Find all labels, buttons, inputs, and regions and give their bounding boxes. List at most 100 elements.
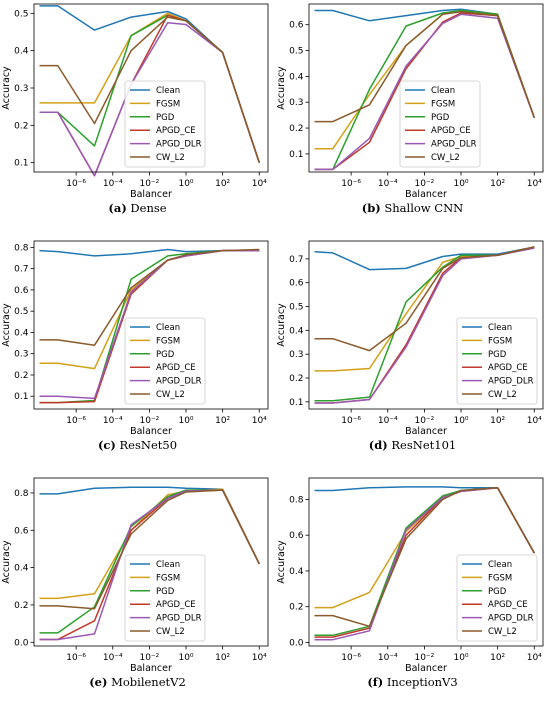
chart-panel-f: 0.0 0.2 0.4 0.6 0.8 10⁻⁶ 10⁻⁴ 10⁻² 10⁰ 10² 10⁴ Bala… (275, 474, 550, 711)
caption-name: ResNet50 (119, 438, 178, 452)
legend-label: APGD_DLR (488, 377, 534, 387)
y-tick-label: 0.5 (289, 47, 303, 57)
legend-label: APGD_DLR (488, 614, 534, 624)
legend-label: APGD_CE (488, 600, 528, 610)
legend-box (399, 80, 481, 168)
legend-label: FGSM (156, 99, 180, 109)
series-line-cw-l2 (39, 489, 260, 610)
y-tick-label: 0.1 (289, 150, 303, 160)
y-tick-label: 0.1 (289, 398, 303, 408)
y-axis-label: Accuracy (1, 303, 12, 347)
chart-panel-a: 0.1 0.2 0.3 0.4 0.5 10⁻⁶ 10⁻⁴ 10⁻² 10⁰ 10² 10⁴ Bala… (0, 0, 275, 237)
x-axis-label: Balancer (405, 426, 447, 437)
caption-label: (f) (367, 675, 384, 689)
x-tick-label: 10⁻² (414, 179, 434, 189)
series-line-cw-l2 (39, 16, 261, 163)
chart-d: 0.1 0.2 0.3 0.4 0.5 0.6 0.7 10⁻⁶ 10⁻⁴ 10⁻² 10⁰ 10² 1… (276, 240, 544, 437)
y-tick-label: 0.0 (14, 638, 29, 648)
y-tick-label: 0.4 (14, 47, 29, 57)
caption-name: ResNet101 (391, 438, 457, 452)
legend-label: CW_L2 (431, 153, 460, 163)
y-tick-label: 0.5 (14, 9, 28, 19)
x-tick-label: 10⁻⁴ (103, 653, 123, 663)
x-tick-label: 10⁻⁶ (66, 653, 86, 663)
x-tick-label: 10⁰ (178, 179, 193, 189)
chart-a: 0.1 0.2 0.3 0.4 0.5 10⁻⁶ 10⁻⁴ 10⁻² 10⁰ 10² 10⁴ Bala… (1, 3, 269, 200)
legend-label: APGD_DLR (156, 140, 202, 150)
x-tick-label: 10⁻⁶ (66, 416, 86, 426)
y-tick-label: 0.6 (289, 531, 304, 541)
legend-label: APGD_DLR (156, 614, 202, 624)
legend-label: Clean (488, 560, 512, 570)
chart-panel-d: 0.1 0.2 0.3 0.4 0.5 0.6 0.7 10⁻⁶ 10⁻⁴ 10⁻² 10⁰ 10² 1… (275, 237, 550, 474)
y-tick-label: 0.3 (289, 98, 303, 108)
caption-c: (c) ResNet50 (0, 438, 275, 452)
y-tick-label: 0.3 (14, 350, 28, 360)
y-tick-label: 0.2 (14, 371, 28, 381)
series-line-apgd-dlr (314, 13, 536, 171)
x-tick-label: 10² (215, 416, 230, 426)
x-tick-label: 10⁻⁴ (103, 416, 123, 426)
legend-label: PGD (488, 350, 507, 360)
y-tick-label: 0.6 (289, 279, 304, 289)
legend-label: APGD_CE (156, 600, 196, 610)
x-axis-label: Balancer (130, 189, 172, 200)
x-tick-label: 10⁻⁴ (378, 416, 398, 426)
x-tick-label: 10² (490, 653, 505, 663)
y-tick-label: 0.3 (14, 84, 28, 94)
plot-frame (308, 477, 544, 647)
legend-label: APGD_CE (156, 126, 196, 136)
legend-label: Clean (156, 86, 180, 96)
y-tick-label: 0.8 (14, 489, 29, 499)
legend-label: FGSM (156, 573, 180, 583)
y-tick-label: 0.4 (14, 328, 29, 338)
legend-label: APGD_DLR (431, 140, 477, 150)
x-tick-label: 10² (215, 653, 230, 663)
y-axis-label: Accuracy (276, 303, 287, 347)
x-tick-label: 10⁻² (139, 179, 159, 189)
legend-box (124, 80, 206, 168)
x-tick-label: 10⁴ (252, 416, 267, 426)
x-axis-label: Balancer (130, 663, 172, 674)
legend: Clean FGSM PGD APGD_CE APGD_DLR CW_L2 (456, 554, 538, 642)
legend-box (124, 554, 206, 642)
legend: Clean FGSM PGD APGD_CE APGD_DLR CW_L2 (124, 317, 206, 405)
y-tick-label: 0.2 (289, 603, 303, 613)
legend: Clean FGSM PGD APGD_CE APGD_DLR CW_L2 (124, 554, 206, 642)
legend-label: PGD (156, 350, 175, 360)
x-tick-label: 10⁻⁴ (103, 179, 123, 189)
caption-label: (d) (368, 438, 388, 452)
x-tick-label: 10⁰ (178, 416, 193, 426)
legend-label: APGD_CE (488, 363, 528, 373)
x-tick-label: 10² (215, 179, 230, 189)
y-axis-label: Accuracy (276, 540, 287, 584)
legend-label: Clean (431, 86, 455, 96)
x-tick-label: 10⁻⁴ (378, 653, 398, 663)
plot-frame (33, 240, 269, 410)
x-tick-label: 10⁻⁶ (341, 416, 361, 426)
legend-label: PGD (431, 113, 450, 123)
x-tick-label: 10⁻² (139, 653, 159, 663)
caption-b: (b) Shallow CNN (275, 201, 550, 215)
caption-d: (d) ResNet101 (275, 438, 550, 452)
legend-label: FGSM (488, 336, 512, 346)
x-tick-label: 10⁴ (252, 179, 267, 189)
legend-label: Clean (156, 560, 180, 570)
y-tick-label: 0.4 (289, 72, 304, 82)
legend-label: Clean (488, 323, 512, 333)
series-line-cw-l2 (39, 248, 260, 346)
plot-frame (308, 240, 544, 410)
legend: Clean FGSM PGD APGD_CE APGD_DLR CW_L2 (124, 80, 206, 168)
x-tick-label: 10⁻² (414, 416, 434, 426)
chart-panel-c: 0.1 0.2 0.3 0.4 0.5 0.6 0.7 0.8 10⁻⁶ 10⁻⁴ 10⁻² 10⁰ 1… (0, 237, 275, 474)
caption-label: (a) (108, 201, 127, 215)
plot-frame (33, 477, 269, 647)
caption-name: Shallow CNN (384, 201, 464, 215)
legend-box (124, 317, 206, 405)
caption-name: Dense (130, 201, 167, 215)
y-tick-label: 0.7 (14, 265, 28, 275)
x-tick-label: 10⁴ (527, 416, 542, 426)
legend-label: PGD (488, 587, 507, 597)
x-tick-label: 10² (490, 179, 505, 189)
legend-label: APGD_CE (431, 126, 471, 136)
